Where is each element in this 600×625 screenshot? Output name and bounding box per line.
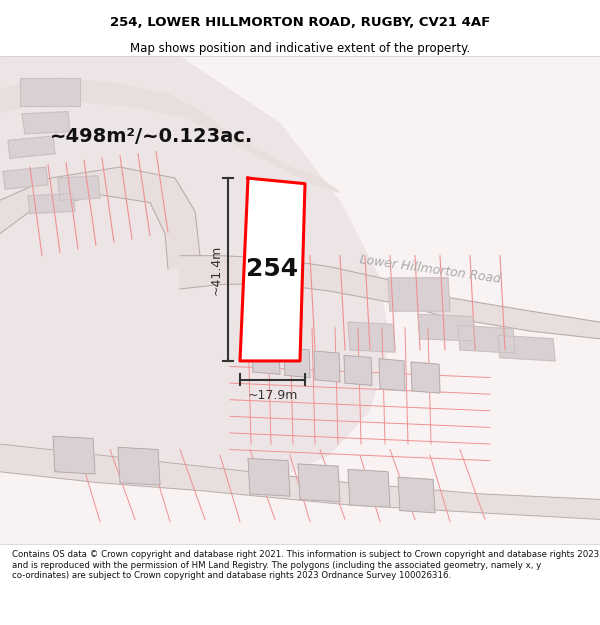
Polygon shape — [118, 448, 160, 485]
Polygon shape — [0, 167, 200, 269]
Polygon shape — [53, 436, 95, 474]
Text: ~17.9m: ~17.9m — [247, 389, 298, 402]
Text: Contains OS data © Crown copyright and database right 2021. This information is : Contains OS data © Crown copyright and d… — [12, 550, 599, 580]
Polygon shape — [240, 178, 305, 361]
Polygon shape — [0, 78, 340, 192]
Polygon shape — [0, 444, 600, 519]
Text: 254: 254 — [246, 257, 298, 281]
Polygon shape — [180, 256, 600, 339]
Polygon shape — [348, 469, 390, 508]
Polygon shape — [379, 359, 405, 391]
Text: Lower Hillmorton Road: Lower Hillmorton Road — [358, 253, 502, 286]
Polygon shape — [418, 314, 475, 341]
Polygon shape — [344, 356, 372, 385]
Polygon shape — [458, 326, 515, 353]
Text: Map shows position and indicative extent of the property.: Map shows position and indicative extent… — [130, 42, 470, 55]
Polygon shape — [284, 348, 310, 378]
Text: 254, LOWER HILLMORTON ROAD, RUGBY, CV21 4AF: 254, LOWER HILLMORTON ROAD, RUGBY, CV21 … — [110, 16, 490, 29]
Polygon shape — [0, 56, 600, 544]
Polygon shape — [298, 464, 340, 502]
Polygon shape — [498, 336, 555, 361]
Polygon shape — [28, 194, 75, 214]
Polygon shape — [3, 167, 48, 189]
Polygon shape — [398, 478, 435, 512]
Polygon shape — [58, 176, 100, 200]
Text: ~498m²/~0.123ac.: ~498m²/~0.123ac. — [50, 126, 253, 146]
Polygon shape — [20, 78, 80, 106]
Polygon shape — [411, 362, 440, 393]
Polygon shape — [8, 136, 55, 158]
Polygon shape — [0, 56, 390, 488]
Polygon shape — [248, 459, 290, 496]
Polygon shape — [252, 342, 280, 374]
Polygon shape — [388, 278, 450, 311]
Text: ~41.4m: ~41.4m — [209, 244, 223, 294]
Polygon shape — [22, 112, 70, 134]
Polygon shape — [314, 351, 340, 382]
Polygon shape — [348, 322, 395, 352]
